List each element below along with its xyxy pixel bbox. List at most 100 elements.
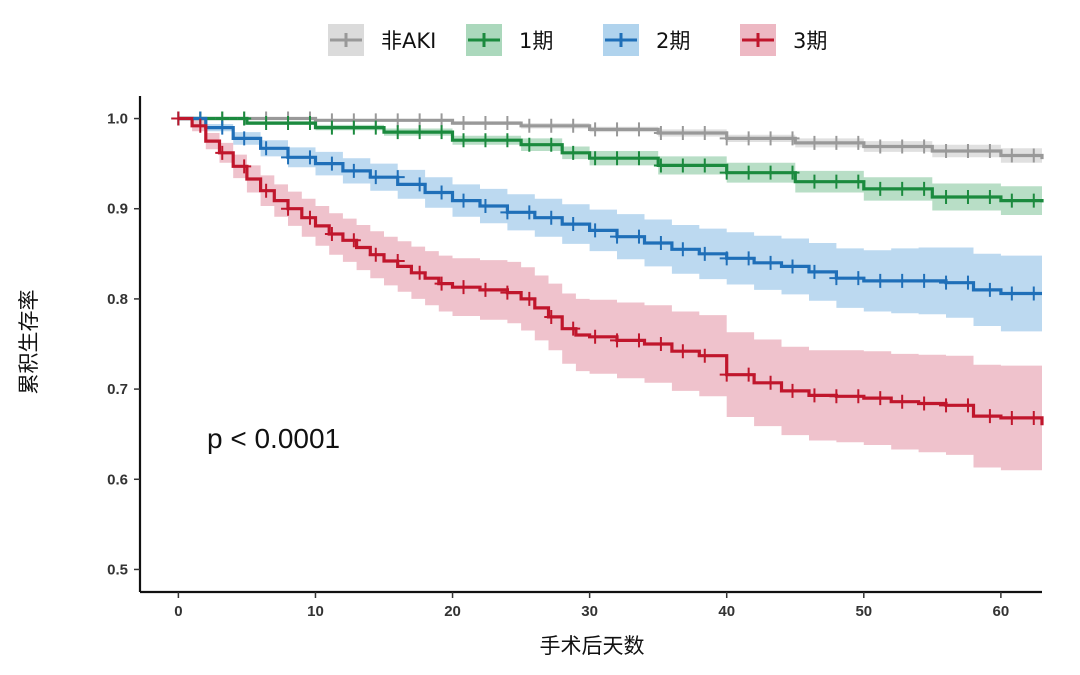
censor-mark [982, 144, 997, 159]
censor-marks-series-3 [171, 111, 1041, 301]
censor-mark [588, 151, 603, 166]
censor-mark [500, 285, 515, 300]
censor-marks-series-2 [171, 111, 1041, 208]
censor-mark [500, 205, 515, 220]
censor-mark [675, 242, 690, 257]
censor-mark [719, 131, 734, 146]
censor-mark [653, 235, 668, 250]
censor-mark [434, 113, 449, 128]
censor-mark [544, 137, 559, 152]
censor-mark [895, 139, 910, 154]
x-tick-label: 10 [307, 603, 324, 620]
censor-mark [324, 156, 339, 171]
censor-mark [346, 233, 361, 248]
censor-mark [478, 282, 493, 297]
censor-mark [478, 116, 493, 131]
censor-mark [412, 177, 427, 192]
censor-mark [544, 210, 559, 225]
censor-mark [785, 383, 800, 398]
censor-mark [368, 170, 383, 185]
censor-mark [763, 375, 778, 390]
censor-mark [917, 396, 932, 411]
censor-mark [960, 190, 975, 205]
censor-mark [631, 333, 646, 348]
censor-mark [281, 150, 296, 165]
censor-mark [237, 159, 252, 174]
censor-mark [302, 150, 317, 165]
censor-mark [346, 120, 361, 135]
censor-mark [171, 111, 186, 126]
censor-mark [719, 367, 734, 382]
censor-mark [653, 337, 668, 351]
censor-mark [873, 139, 888, 154]
censor-mark [588, 329, 603, 344]
censor-mark [544, 309, 559, 324]
legend-key [330, 33, 362, 47]
censor-mark [960, 275, 975, 290]
censor-mark [566, 321, 581, 336]
censor-mark [939, 190, 954, 205]
censor-mark [851, 271, 866, 286]
censor-mark [478, 199, 493, 214]
censor-mark [697, 158, 712, 173]
censor-mark [697, 125, 712, 140]
censor-mark [917, 273, 932, 288]
censor-mark [500, 116, 515, 131]
censor-mark [259, 116, 274, 131]
censor-mark [588, 223, 603, 238]
censor-mark [215, 145, 230, 160]
censor-mark [259, 183, 274, 198]
y-tick-label: 0.9 [107, 201, 128, 218]
censor-mark [763, 131, 778, 146]
censor-mark [302, 210, 317, 225]
legend-item-series-3: 2期 [603, 24, 690, 56]
censor-mark [939, 275, 954, 290]
censor-mark [982, 190, 997, 205]
censor-mark [478, 133, 493, 148]
confidence-band-series-4 [178, 118, 1042, 480]
censor-mark [851, 389, 866, 404]
censor-mark [1026, 286, 1041, 301]
censor-mark [522, 291, 537, 306]
censor-mark [939, 398, 954, 413]
y-tick-label: 0.6 [107, 471, 128, 488]
censor-mark [324, 226, 339, 241]
censor-mark [917, 139, 932, 154]
censor-mark [588, 122, 603, 137]
y-tick-label: 1.0 [107, 111, 128, 128]
censor-mark [873, 391, 888, 406]
censor-marks-series-4 [171, 111, 1041, 425]
axes: 0 10 20 30 40 50 60 0.5 0.6 0.7 0.8 0.9 1.0 [107, 96, 1042, 620]
y-tick-label: 0.5 [107, 561, 128, 578]
censor-mark [522, 205, 537, 220]
censor-mark [259, 141, 274, 156]
censor-mark [873, 181, 888, 196]
censor-mark [281, 116, 296, 131]
x-tick-label: 30 [581, 603, 598, 620]
y-tick-label: 0.8 [107, 291, 128, 308]
censor-mark [522, 118, 537, 133]
censor-mark [1004, 286, 1019, 301]
censor-mark [1004, 410, 1019, 425]
legend-label: 3期 [793, 29, 827, 53]
censor-mark [829, 389, 844, 404]
p-value-annotation: p < 0.0001 [207, 423, 340, 454]
legend-label: 2期 [656, 29, 690, 53]
legend-label: 非AKI [381, 29, 436, 53]
censor-mark [631, 151, 646, 166]
censor-mark [895, 394, 910, 409]
censor-mark [851, 174, 866, 189]
censor-mark [960, 144, 975, 159]
y-tick-label: 0.7 [107, 381, 128, 398]
censor-mark [675, 158, 690, 173]
censor-mark [982, 282, 997, 297]
censor-mark [807, 388, 822, 403]
censor-mark [741, 367, 756, 382]
censor-mark [456, 116, 471, 131]
censor-mark [829, 135, 844, 150]
legend-item-series-4: 3期 [740, 24, 827, 56]
x-tick-label: 60 [993, 603, 1010, 620]
censor-mark [566, 145, 581, 160]
censor-mark [631, 229, 646, 244]
